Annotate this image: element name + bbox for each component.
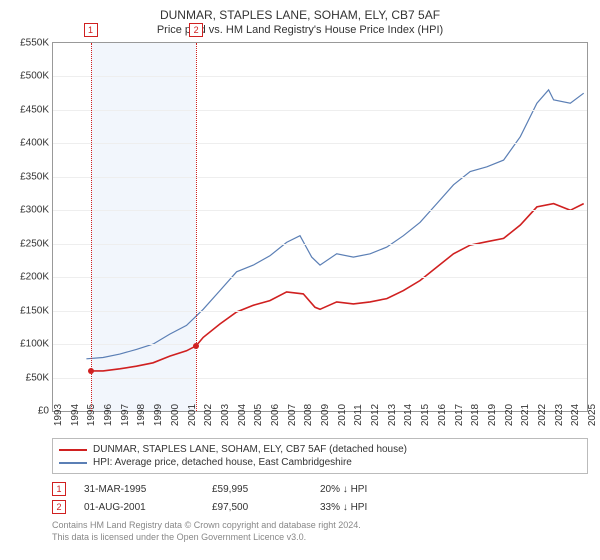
x-axis-label: 2006 bbox=[270, 404, 281, 426]
sale-date: 01-AUG-2001 bbox=[84, 502, 194, 513]
x-axis-label: 2012 bbox=[370, 404, 381, 426]
x-axis-label: 1999 bbox=[153, 404, 164, 426]
x-axis-label: 2020 bbox=[504, 404, 515, 426]
chart-title: DUNMAR, STAPLES LANE, SOHAM, ELY, CB7 5A… bbox=[0, 0, 600, 22]
x-axis-label: 2002 bbox=[203, 404, 214, 426]
sales-table: 1 31-MAR-1995 £59,995 20% ↓ HPI 2 01-AUG-2001… bbox=[52, 480, 588, 516]
gridline bbox=[53, 244, 587, 245]
y-axis-label: £550K bbox=[20, 38, 49, 49]
x-axis-label: 1994 bbox=[70, 404, 81, 426]
x-axis-label: 2023 bbox=[554, 404, 565, 426]
chart-footer: Contains HM Land Registry data © Crown c… bbox=[52, 520, 588, 543]
series-hpi bbox=[86, 90, 583, 359]
legend-label: HPI: Average price, detached house, East… bbox=[93, 457, 352, 468]
sale-price: £97,500 bbox=[212, 502, 302, 513]
x-axis-label: 1996 bbox=[103, 404, 114, 426]
x-axis-label: 2010 bbox=[337, 404, 348, 426]
sale-delta: 20% ↓ HPI bbox=[320, 484, 367, 495]
y-axis-label: £100K bbox=[20, 339, 49, 350]
y-axis-label: £150K bbox=[20, 305, 49, 316]
gridline bbox=[53, 177, 587, 178]
legend-item: DUNMAR, STAPLES LANE, SOHAM, ELY, CB7 5A… bbox=[59, 443, 581, 456]
legend-swatch bbox=[59, 462, 87, 464]
x-axis-label: 2019 bbox=[487, 404, 498, 426]
x-axis-label: 2007 bbox=[287, 404, 298, 426]
y-axis-label: £200K bbox=[20, 272, 49, 283]
footer-line-2: This data is licensed under the Open Gov… bbox=[52, 532, 588, 544]
chart-plot-area: £0£50K£100K£150K£200K£250K£300K£350K£400… bbox=[52, 42, 588, 412]
x-axis-label: 2014 bbox=[403, 404, 414, 426]
sale-date: 31-MAR-1995 bbox=[84, 484, 194, 495]
chart-legend: DUNMAR, STAPLES LANE, SOHAM, ELY, CB7 5A… bbox=[52, 438, 588, 474]
series-property bbox=[91, 204, 584, 371]
gridline bbox=[53, 277, 587, 278]
gridline bbox=[53, 311, 587, 312]
x-axis-label: 2018 bbox=[470, 404, 481, 426]
gridline bbox=[53, 143, 587, 144]
x-axis-label: 2017 bbox=[454, 404, 465, 426]
sale-badge: 2 bbox=[52, 500, 66, 514]
x-axis-label: 2016 bbox=[437, 404, 448, 426]
sale-price: £59,995 bbox=[212, 484, 302, 495]
legend-label: DUNMAR, STAPLES LANE, SOHAM, ELY, CB7 5A… bbox=[93, 444, 407, 455]
gridline bbox=[53, 210, 587, 211]
footer-line-1: Contains HM Land Registry data © Crown c… bbox=[52, 520, 588, 532]
gridline bbox=[53, 110, 587, 111]
x-axis-label: 1998 bbox=[136, 404, 147, 426]
x-axis-label: 2015 bbox=[420, 404, 431, 426]
sale-row: 2 01-AUG-2001 £97,500 33% ↓ HPI bbox=[52, 498, 588, 516]
y-axis-label: £350K bbox=[20, 171, 49, 182]
x-axis-label: 2004 bbox=[237, 404, 248, 426]
chart-lines-svg bbox=[53, 43, 587, 411]
gridline bbox=[53, 76, 587, 77]
x-axis-label: 2024 bbox=[570, 404, 581, 426]
sale-marker-badge: 2 bbox=[189, 23, 203, 37]
gridline bbox=[53, 378, 587, 379]
x-axis-label: 2009 bbox=[320, 404, 331, 426]
gridline bbox=[53, 344, 587, 345]
x-axis-label: 1993 bbox=[53, 404, 64, 426]
legend-item: HPI: Average price, detached house, East… bbox=[59, 456, 581, 469]
y-axis-label: £50K bbox=[26, 372, 49, 383]
sale-marker-line bbox=[196, 43, 197, 411]
y-axis-label: £300K bbox=[20, 205, 49, 216]
x-axis-label: 2025 bbox=[587, 404, 598, 426]
y-axis-label: £500K bbox=[20, 71, 49, 82]
y-axis-label: £0 bbox=[38, 406, 49, 417]
x-axis-label: 2000 bbox=[170, 404, 181, 426]
x-axis-label: 2008 bbox=[303, 404, 314, 426]
x-axis-label: 2013 bbox=[387, 404, 398, 426]
x-axis-label: 2003 bbox=[220, 404, 231, 426]
x-axis-label: 2021 bbox=[520, 404, 531, 426]
sale-row: 1 31-MAR-1995 £59,995 20% ↓ HPI bbox=[52, 480, 588, 498]
x-axis-label: 2022 bbox=[537, 404, 548, 426]
y-axis-label: £250K bbox=[20, 238, 49, 249]
y-axis-label: £400K bbox=[20, 138, 49, 149]
y-axis-label: £450K bbox=[20, 104, 49, 115]
x-axis-label: 2005 bbox=[253, 404, 264, 426]
sale-badge: 1 bbox=[52, 482, 66, 496]
sale-delta: 33% ↓ HPI bbox=[320, 502, 367, 513]
legend-swatch bbox=[59, 449, 87, 451]
x-axis-label: 1997 bbox=[120, 404, 131, 426]
sale-marker-point bbox=[193, 343, 199, 349]
x-axis-label: 1995 bbox=[86, 404, 97, 426]
sale-marker-point bbox=[88, 368, 94, 374]
sale-marker-line bbox=[91, 43, 92, 411]
x-axis-label: 2011 bbox=[353, 404, 364, 426]
sale-marker-badge: 1 bbox=[84, 23, 98, 37]
